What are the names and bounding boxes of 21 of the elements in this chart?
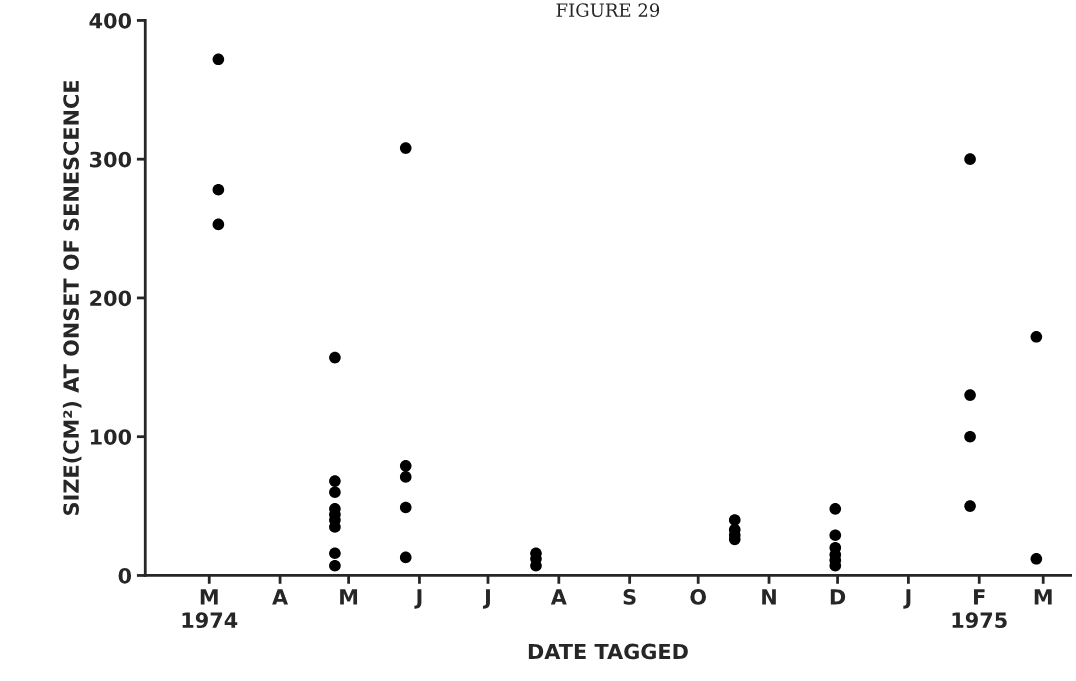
- x-tick-label: J: [482, 589, 490, 609]
- y-axis-title: SIZE(CM²) AT ONSET OF SENESCENCE: [62, 81, 82, 515]
- x-tick-label: S: [623, 589, 636, 605]
- y-tick-label: 300: [89, 151, 132, 168]
- x-tick-label: J: [903, 589, 911, 609]
- chart-title: FIGURE 29: [556, 3, 660, 17]
- x-tick-label: N: [762, 589, 776, 605]
- y-tick-label: 0: [118, 567, 132, 584]
- x-tick-label: M: [340, 589, 358, 605]
- x-tick-label: A: [550, 589, 567, 605]
- y-tick-label: 200: [90, 290, 132, 307]
- y-tick-label: 400: [89, 12, 132, 29]
- x-tick-label: D: [830, 589, 846, 605]
- x-tick-label: J: [414, 589, 422, 609]
- x-tick-label: A: [272, 589, 289, 605]
- x-tick-label: M 1974: [182, 589, 238, 629]
- y-tick-label: 100: [90, 429, 132, 445]
- x-tick-label: M: [1034, 589, 1052, 605]
- x-tick-label: O: [690, 589, 706, 605]
- x-axis-title: DATE TAGGED: [528, 643, 688, 660]
- x-tick-label: F 1975: [952, 589, 1007, 629]
